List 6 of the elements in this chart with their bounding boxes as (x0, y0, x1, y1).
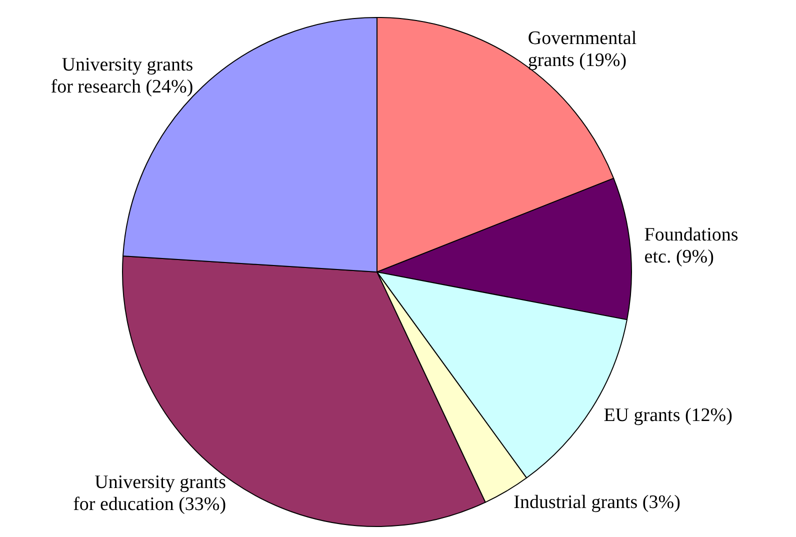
slice-label: Industrial grants (3%) (514, 492, 680, 514)
slice-label: University grants for education (33%) (73, 472, 226, 516)
slice-label: Foundations etc. (9%) (644, 224, 738, 268)
slice-label: EU grants (12%) (604, 404, 732, 426)
slice-label: Governmental grants (19%) (528, 28, 637, 71)
slice-label: University grants for research (24%) (50, 54, 194, 98)
